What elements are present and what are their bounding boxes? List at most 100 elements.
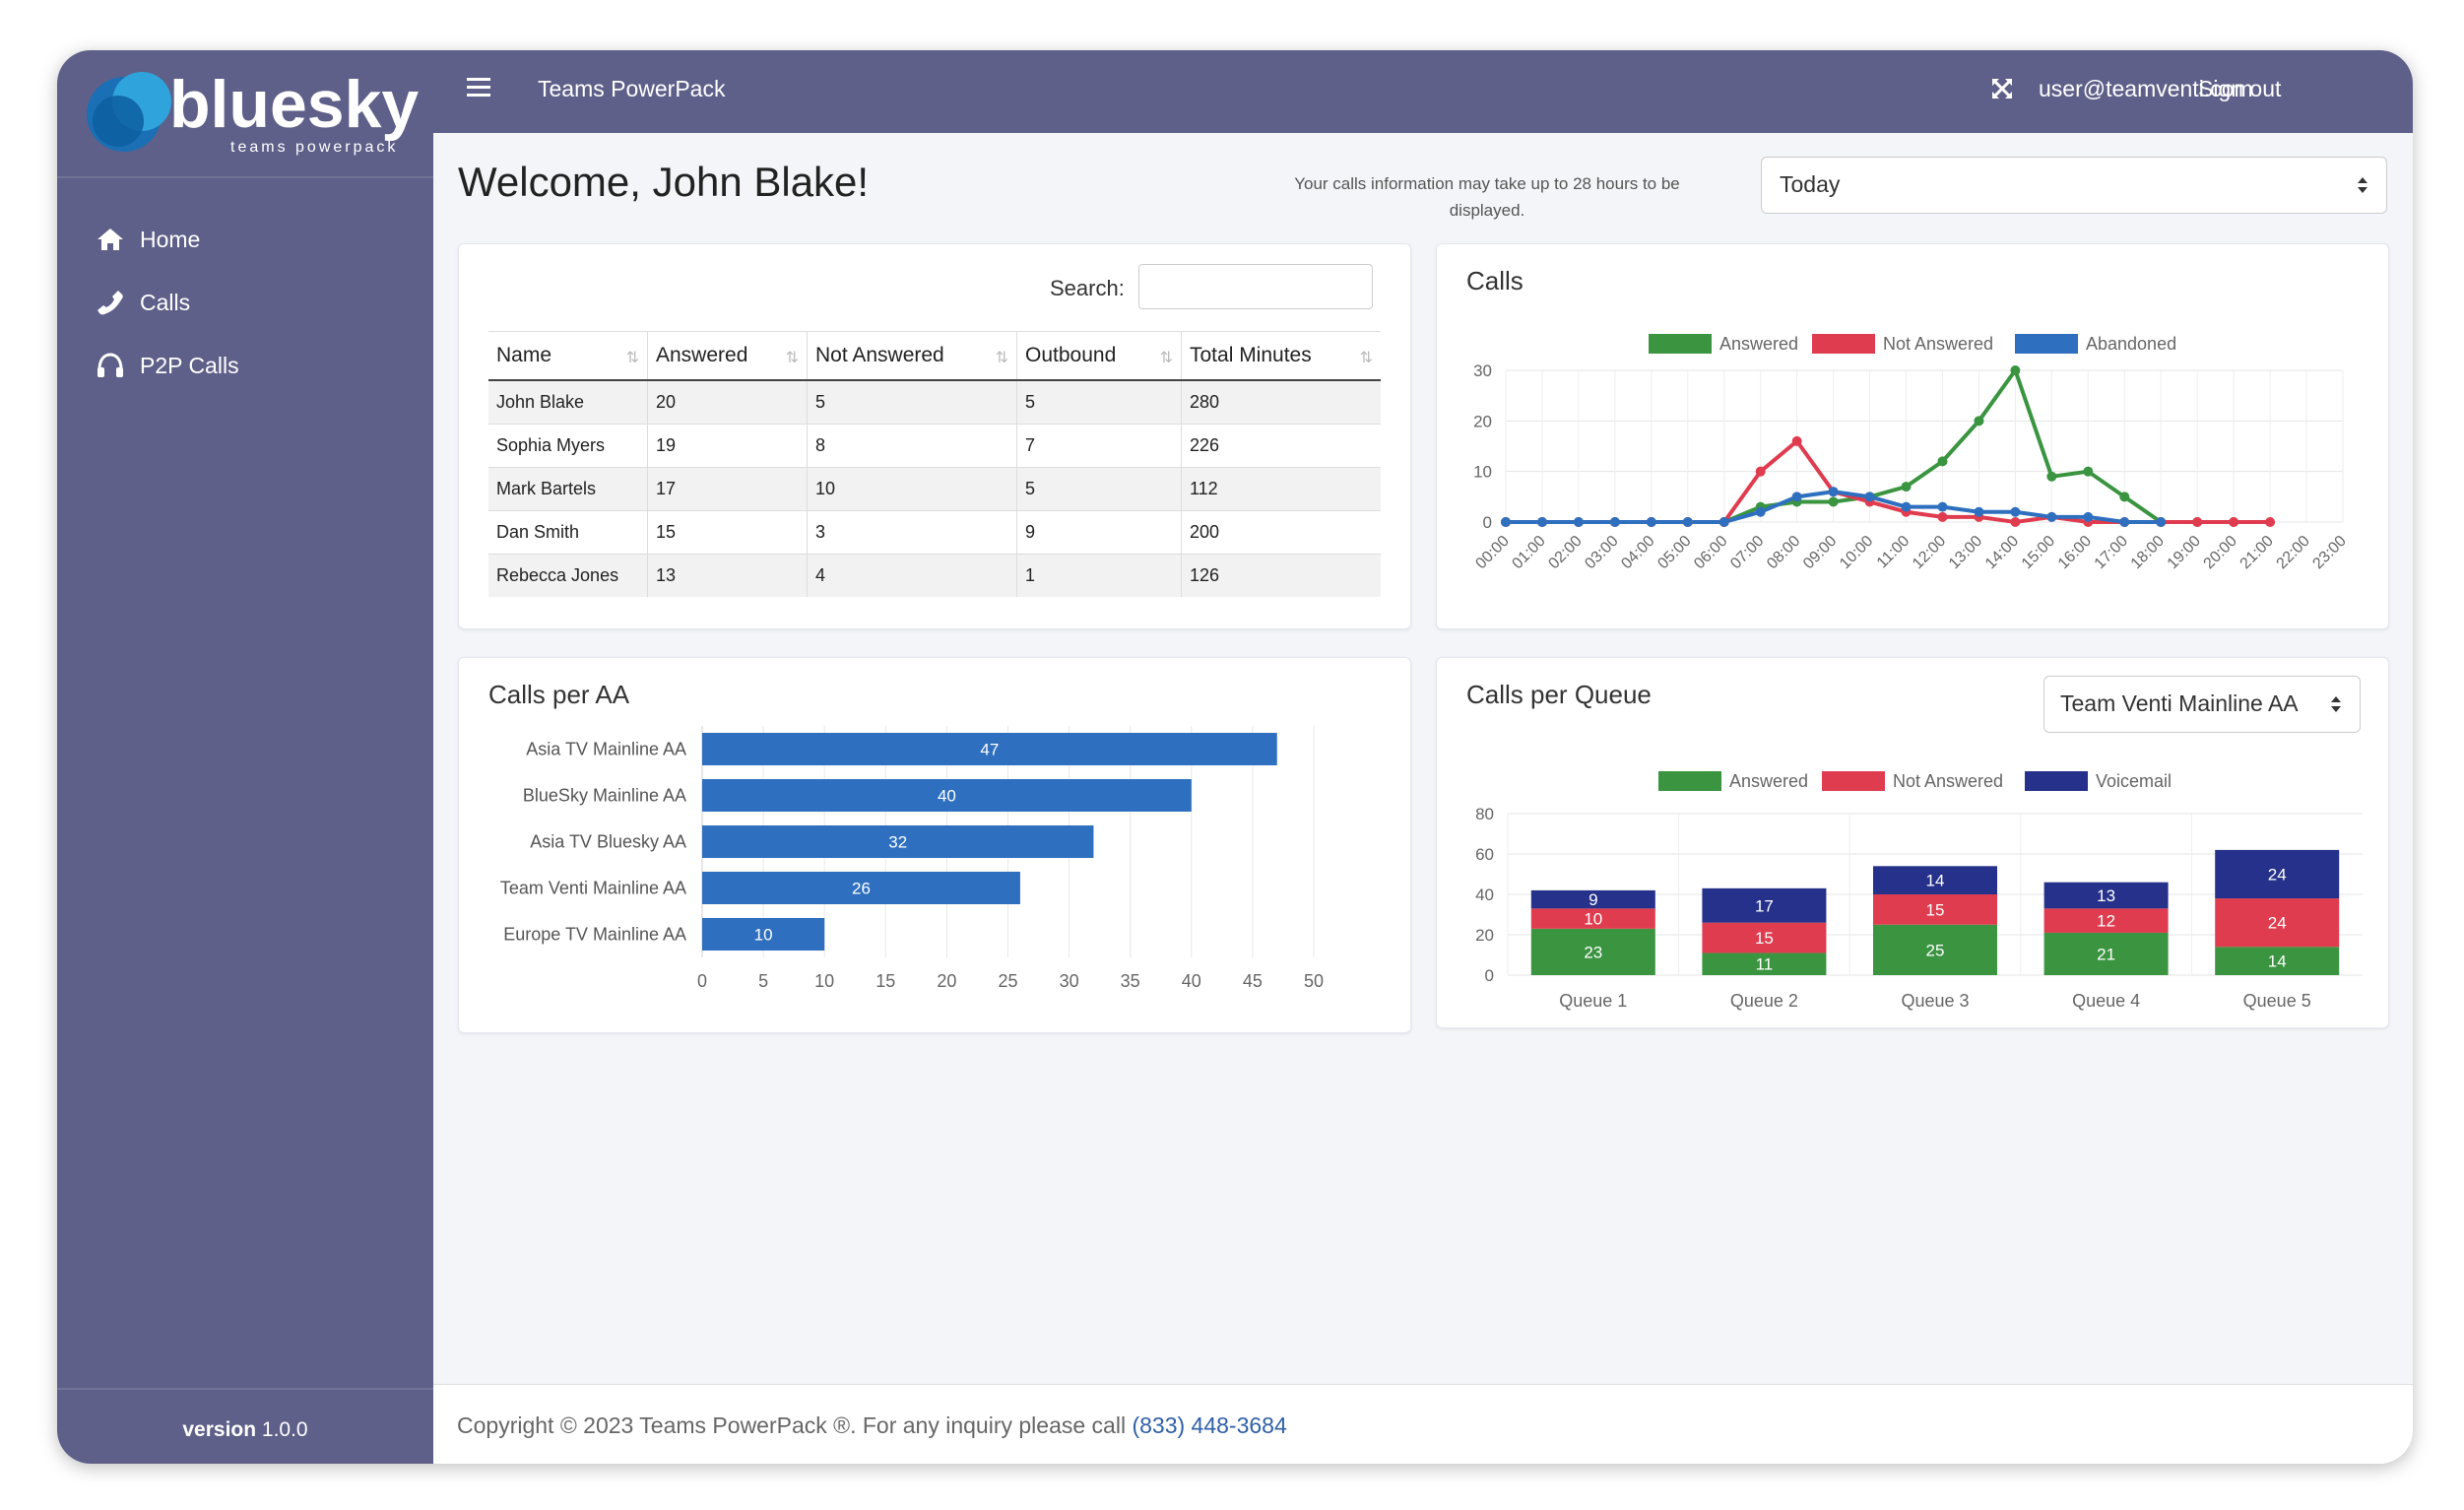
sidebar: bluesky teams powerpack Home Calls P2P C…: [57, 50, 433, 1464]
period-select-value: Today: [1780, 171, 1841, 197]
cell-outbound: 5: [1016, 467, 1182, 511]
search-input[interactable]: [1138, 264, 1373, 309]
column-header-name[interactable]: Name ⇅: [488, 331, 648, 381]
bar-segment: [1530, 928, 1655, 975]
sidebar-item-p2p-calls[interactable]: P2P Calls: [57, 334, 433, 397]
phone-link[interactable]: (833) 448-3684: [1132, 1412, 1287, 1438]
bluesky-logo[interactable]: bluesky teams powerpack: [75, 60, 420, 168]
x-tick-label: 30: [1060, 971, 1079, 991]
x-tick-label: 22:00: [2274, 533, 2313, 572]
cell-not-answered: 5: [807, 379, 1017, 425]
legend-label: Answered: [1729, 771, 1808, 791]
app-window: bluesky teams powerpack Home Calls P2P C…: [57, 50, 2413, 1464]
x-tick-label: 16:00: [2055, 533, 2095, 572]
y-tick-label: 20: [1473, 412, 1492, 430]
data-point: [2083, 511, 2094, 522]
sidebar-item-calls[interactable]: Calls: [57, 271, 433, 334]
cell-outbound: 7: [1016, 424, 1182, 468]
table-row: Mark Bartels 17 10 5 112: [488, 467, 1381, 511]
y-tick-label: 30: [1473, 361, 1492, 380]
queue-aa-select[interactable]: Team Venti Mainline AA: [2043, 676, 2361, 733]
bar-segment: [1702, 952, 1827, 975]
cell-name: Dan Smith: [488, 510, 648, 555]
fullscreen-icon[interactable]: [1989, 76, 2015, 101]
bar-value-label: 11: [1756, 955, 1774, 974]
sidebar-divider: [57, 176, 433, 178]
data-point: [2192, 517, 2203, 527]
bar-segment: [1530, 908, 1655, 929]
bar-value-label: 10: [754, 926, 773, 945]
category-label: BlueSky Mainline AA: [523, 786, 686, 806]
data-point: [1937, 456, 1948, 467]
search-label: Search:: [1050, 276, 1125, 300]
bar-segment: [2215, 898, 2340, 948]
y-tick-label: 0: [1485, 966, 1494, 985]
table-row: Dan Smith 15 3 9 200: [488, 510, 1381, 555]
cell-outbound: 1: [1016, 554, 1182, 597]
data-point: [1828, 496, 1839, 507]
data-point: [1536, 517, 1547, 527]
bar-value-label: 26: [852, 880, 871, 898]
cell-total-minutes: 200: [1181, 510, 1381, 555]
bar-value-label: 10: [1584, 910, 1602, 929]
cell-answered: 20: [647, 379, 808, 425]
x-tick-label: 17:00: [2092, 533, 2131, 572]
column-label: Total Minutes: [1190, 344, 1312, 366]
x-tick-label: 13:00: [1946, 533, 1985, 572]
calls-per-queue-chart: Answered Not Answered Voicemail 0 20 40 60 80 23…: [1475, 771, 2363, 1011]
card-title: Calls per Queue: [1466, 680, 1652, 709]
bar: [702, 779, 1192, 812]
cell-answered: 19: [647, 424, 808, 468]
category-label: Europe TV Mainline AA: [503, 925, 686, 945]
x-tick-label: 09:00: [1800, 533, 1840, 572]
data-point: [2119, 517, 2130, 527]
column-header-answered[interactable]: Answered ⇅: [647, 331, 808, 381]
x-tick-label: 05:00: [1654, 533, 1694, 572]
bar-value-label: 12: [2097, 912, 2115, 931]
column-header-outbound[interactable]: Outbound ⇅: [1016, 331, 1182, 381]
data-point: [1609, 517, 1620, 527]
bar-segment: [1873, 924, 1997, 975]
bar-segment: [2043, 932, 2169, 975]
bar: [702, 733, 1277, 765]
column-header-total-minutes[interactable]: Total Minutes ⇅: [1181, 331, 1381, 381]
data-point: [1974, 506, 1984, 517]
cell-name: Sophia Myers: [488, 424, 648, 468]
x-tick-label: 02:00: [1545, 533, 1585, 572]
x-tick-label: 15:00: [2019, 533, 2058, 572]
sidebar-item-label: Calls: [140, 289, 191, 315]
headset-icon: [97, 353, 123, 377]
bar-value-label: 13: [2097, 886, 2115, 905]
data-point: [2010, 517, 2021, 527]
copyright-label: Copyright © 2023 Teams PowerPack ®. For …: [457, 1412, 1133, 1438]
bar-value-label: 17: [1755, 896, 1774, 915]
page-title: Welcome, John Blake!: [458, 159, 870, 205]
main-content: Welcome, John Blake! Your calls informat…: [433, 133, 2413, 1464]
x-tick-label: 04:00: [1618, 533, 1657, 572]
calls-per-aa-card: Calls per AA 0 5 10 15 20 25 30 35 40 45 50 Asia TV…: [458, 657, 1411, 1033]
menu-toggle-icon[interactable]: [467, 78, 490, 98]
bar-segment: [1702, 922, 1827, 953]
x-tick-label: 00:00: [1472, 533, 1512, 572]
bar-value-label: 24: [2268, 914, 2287, 933]
column-label: Outbound: [1025, 344, 1117, 366]
x-tick-label: 25: [998, 971, 1017, 991]
cell-total-minutes: 280: [1181, 379, 1381, 425]
period-select[interactable]: Today: [1761, 157, 2387, 214]
table-row: John Blake 20 5 5 280: [488, 379, 1381, 425]
legend-swatch: [2025, 771, 2088, 791]
sidebar-item-home[interactable]: Home: [57, 208, 433, 271]
bar-segment: [1873, 866, 1997, 894]
sidebar-item-label: Home: [140, 226, 201, 252]
cell-total-minutes: 112: [1181, 467, 1381, 511]
legend-swatch: [1822, 771, 1885, 791]
category-label: Asia TV Mainline AA: [526, 740, 686, 759]
bar-value-label: 25: [1926, 941, 1945, 959]
sign-out-link[interactable]: Sign out: [2198, 76, 2282, 101]
x-tick-label: 23:00: [2309, 533, 2349, 572]
legend-swatch: [1658, 771, 1721, 791]
column-header-not-answered[interactable]: Not Answered ⇅: [807, 331, 1017, 381]
legend-swatch: [2015, 334, 2078, 354]
user-email[interactable]: user@teamventi.com: [2039, 76, 2253, 101]
data-point: [1791, 435, 1802, 446]
